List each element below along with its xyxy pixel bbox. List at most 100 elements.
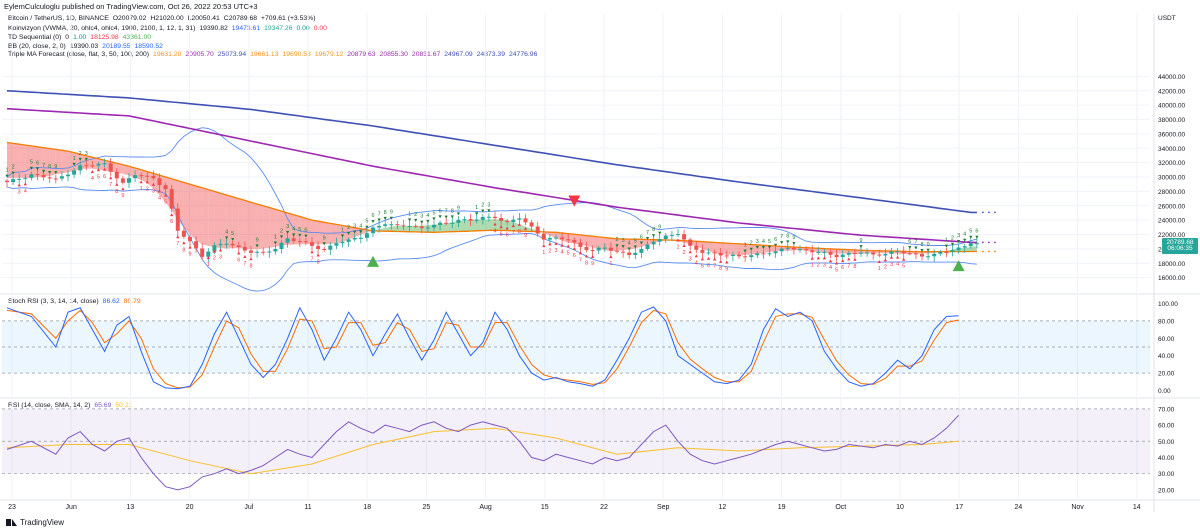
candle-body bbox=[834, 254, 839, 258]
td-count: 4 bbox=[896, 262, 899, 268]
candle-body bbox=[236, 245, 241, 248]
td-count: 1 bbox=[609, 261, 612, 267]
forecast-dot bbox=[982, 211, 984, 214]
x-axis-label: Jul bbox=[244, 504, 253, 511]
td-triangle-green bbox=[749, 247, 753, 251]
rsi-axis-label: 20.00 bbox=[1158, 487, 1175, 494]
candle-body bbox=[72, 170, 77, 175]
x-axis-label: Oct bbox=[835, 504, 846, 511]
td-count: 3 bbox=[152, 189, 155, 195]
tradingview-icon bbox=[6, 519, 17, 526]
td-count: 5 bbox=[768, 239, 771, 245]
candle-body bbox=[340, 241, 345, 244]
td-count: 7 bbox=[780, 234, 783, 240]
td-triangle-red bbox=[578, 251, 582, 255]
candle-body bbox=[328, 245, 333, 250]
cloud-segment bbox=[7, 142, 14, 179]
td-count: 1 bbox=[676, 245, 679, 251]
gridlines bbox=[2, 14, 1150, 500]
td-count: 8 bbox=[384, 210, 387, 216]
candle-body bbox=[285, 238, 290, 243]
bb-upper-band bbox=[6, 127, 978, 246]
td-triangle-green bbox=[487, 209, 491, 213]
cloud-segment bbox=[122, 164, 129, 176]
td-triangle-green bbox=[755, 245, 759, 249]
cloud-segment bbox=[61, 150, 68, 174]
td-count: 7 bbox=[109, 182, 112, 188]
td-triangle-red bbox=[176, 235, 180, 239]
td-triangle-green bbox=[767, 245, 772, 249]
candle-body bbox=[615, 250, 619, 252]
cloud-segment bbox=[281, 211, 288, 246]
td-count: 6 bbox=[103, 174, 106, 180]
td-triangle-red bbox=[810, 256, 814, 260]
td-count: 7 bbox=[646, 230, 649, 236]
td-triangle-green bbox=[944, 244, 948, 248]
cloud-segment bbox=[647, 239, 654, 246]
x-axis-label: 23 bbox=[8, 504, 16, 511]
cloud-segment bbox=[141, 169, 148, 184]
price-axis-label: 30000.00 bbox=[1158, 175, 1185, 182]
cloud-segment bbox=[305, 218, 312, 245]
candle-body bbox=[310, 242, 314, 246]
td-count: 5 bbox=[500, 231, 503, 237]
cloud-segment bbox=[196, 185, 203, 245]
td-count: 6 bbox=[841, 265, 844, 271]
candle-body bbox=[602, 247, 607, 249]
candle-body bbox=[791, 247, 796, 250]
stoch-axis-label: 40.00 bbox=[1158, 353, 1175, 360]
legend-stoch-item: Stoch RSI (3, 3, 14, 14, close) bbox=[8, 298, 99, 305]
td-count: 9 bbox=[54, 164, 57, 170]
candle-body bbox=[291, 238, 296, 241]
td-count: 5 bbox=[634, 238, 637, 244]
td-count: 9 bbox=[524, 233, 527, 239]
candle-body bbox=[407, 225, 412, 227]
candle-body bbox=[926, 256, 931, 258]
candle-body bbox=[627, 252, 632, 256]
td-triangle-red bbox=[828, 259, 833, 263]
candle-body bbox=[938, 251, 943, 254]
cloud-segment bbox=[714, 242, 721, 255]
legend-bb-item: 20189.55 bbox=[102, 43, 131, 50]
candle-body bbox=[425, 227, 430, 229]
td-triangle-red bbox=[548, 242, 552, 246]
candle-body bbox=[279, 242, 284, 249]
rsi-ma-line bbox=[6, 427, 959, 475]
x-axis-label: 25 bbox=[423, 504, 431, 511]
candle-body bbox=[352, 237, 357, 240]
footer-brand: TradingView bbox=[20, 518, 65, 527]
td-count: 9 bbox=[725, 266, 728, 272]
td-count: 6 bbox=[707, 263, 710, 269]
td-count: 6 bbox=[975, 229, 978, 235]
cloud-segment bbox=[708, 242, 715, 253]
td-triangle-red bbox=[121, 187, 125, 191]
cloud-segment bbox=[13, 143, 20, 178]
td-count: 5 bbox=[902, 264, 905, 270]
candle-body bbox=[962, 246, 967, 248]
td-count: 4 bbox=[829, 265, 832, 271]
cloud-segment bbox=[348, 226, 355, 240]
stoch-band-fill bbox=[2, 320, 1150, 374]
td-triangle-green bbox=[347, 231, 351, 235]
cloud-segment bbox=[202, 187, 209, 246]
candle-body bbox=[889, 251, 894, 254]
legend-triple_ma-item: 20855.30 bbox=[379, 51, 408, 58]
legend-stoch-item: 80.79 bbox=[123, 298, 141, 305]
td-count: 1 bbox=[73, 156, 76, 162]
td-count: 9 bbox=[323, 235, 326, 241]
price-axis-label: 42000.00 bbox=[1158, 88, 1185, 95]
tradingview-logo[interactable]: TradingView bbox=[6, 518, 64, 527]
td-triangle-green bbox=[957, 240, 961, 244]
cloud-segment bbox=[488, 219, 495, 231]
td-triangle-green bbox=[304, 234, 308, 238]
candle-body bbox=[59, 176, 64, 179]
cloud-segment bbox=[763, 245, 770, 253]
forecast-dot bbox=[988, 250, 990, 253]
candle-body bbox=[657, 239, 662, 242]
td-count: 8 bbox=[317, 259, 320, 265]
legend-triple_ma-item: 24873.39 bbox=[476, 51, 505, 58]
td-count: 8 bbox=[451, 208, 454, 214]
td-triangle-green bbox=[963, 238, 967, 242]
